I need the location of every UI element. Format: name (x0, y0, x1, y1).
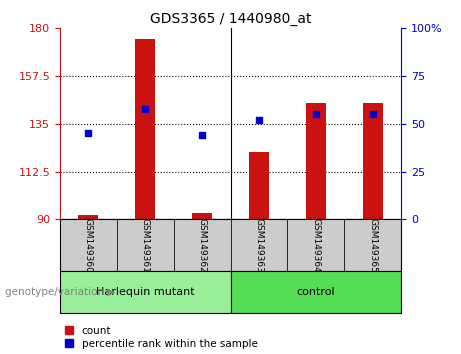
Bar (344, 219, 401, 271)
Bar (230, 271, 401, 313)
Text: genotype/variation ▶: genotype/variation ▶ (5, 287, 115, 297)
Point (198, 132, 206, 138)
Bar (60, 219, 117, 271)
Text: GSM149365: GSM149365 (368, 218, 377, 273)
Bar (306, 103, 326, 219)
Text: control: control (296, 287, 335, 297)
Point (142, 106, 149, 112)
Text: GSM149360: GSM149360 (84, 218, 93, 273)
Text: GSM149362: GSM149362 (198, 218, 207, 273)
Point (312, 112, 319, 117)
Bar (117, 219, 174, 271)
Point (85, 131, 92, 136)
Bar (135, 39, 155, 219)
Point (369, 112, 376, 117)
Text: GSM149363: GSM149363 (254, 218, 263, 273)
Bar (230, 219, 287, 271)
Bar (60, 271, 230, 313)
Point (255, 117, 263, 123)
Bar (363, 103, 383, 219)
Bar (174, 219, 230, 271)
Text: GSM149364: GSM149364 (311, 218, 320, 273)
Legend: count, percentile rank within the sample: count, percentile rank within the sample (65, 326, 258, 349)
Text: GSM149361: GSM149361 (141, 218, 150, 273)
Bar (192, 213, 212, 219)
Title: GDS3365 / 1440980_at: GDS3365 / 1440980_at (150, 12, 311, 26)
Text: Harlequin mutant: Harlequin mutant (96, 287, 195, 297)
Bar (78, 215, 98, 219)
Bar (249, 152, 269, 219)
Bar (287, 219, 344, 271)
